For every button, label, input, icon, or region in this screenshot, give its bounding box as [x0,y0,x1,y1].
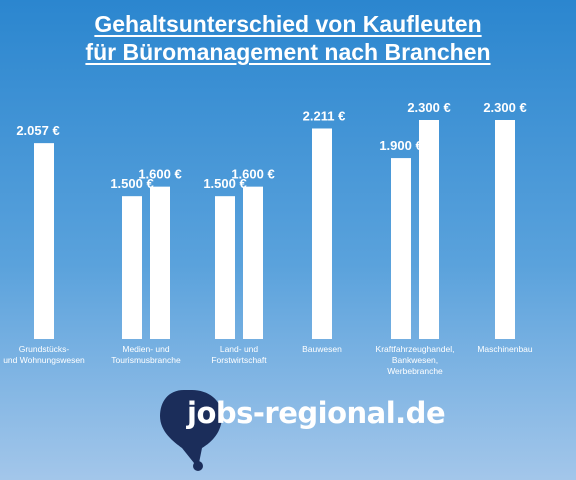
category-label: Bauwesen [302,344,342,354]
chart-title-line-2: für Büromanagement nach Branchen [85,39,491,65]
bar [34,143,54,339]
bar [419,120,439,339]
bar [150,186,170,339]
chart-title-line-1: Gehaltsunterschied von Kaufleuten [94,11,482,37]
bar-value-label: 1.500 € [110,176,153,191]
logo-text: jobs-regional.de [187,396,446,430]
bar-value-label: 1.900 € [379,138,422,153]
bar [391,158,411,339]
bar [312,128,332,339]
category-label: Medien- und Tourismusbranche [111,344,181,365]
bar [122,196,142,339]
bar-value-label: 2.300 € [483,100,526,115]
bar-value-label: 1.500 € [203,176,246,191]
bar [243,186,263,339]
bar-value-label: 2.211 € [303,108,346,123]
chart-title: Gehaltsunterschied von Kaufleuten für Bü… [0,10,576,66]
bar-chart: 2.057 € Grundstücks-und Wohnungswesen 1.50… [0,0,576,380]
bar [215,196,235,339]
bar-value-label: 1.600 € [138,167,181,182]
bar [495,120,515,339]
category-label: Land- und Forstwirtschaft [211,344,267,365]
category-label: Kraftfahrzeughandel, Bankwesen, Werbebranc… [376,344,455,376]
category-label: Maschinenbau [477,344,533,354]
bar-value-label: 2.057 € [16,123,59,138]
bar-value-label: 2.300 € [407,100,450,115]
bar-value-label: 1.600 € [231,167,274,182]
jobs-regional-logo [160,390,222,471]
category-label: Grundstücks-und Wohnungswesen [3,344,85,365]
map-pin-icon [160,390,222,471]
